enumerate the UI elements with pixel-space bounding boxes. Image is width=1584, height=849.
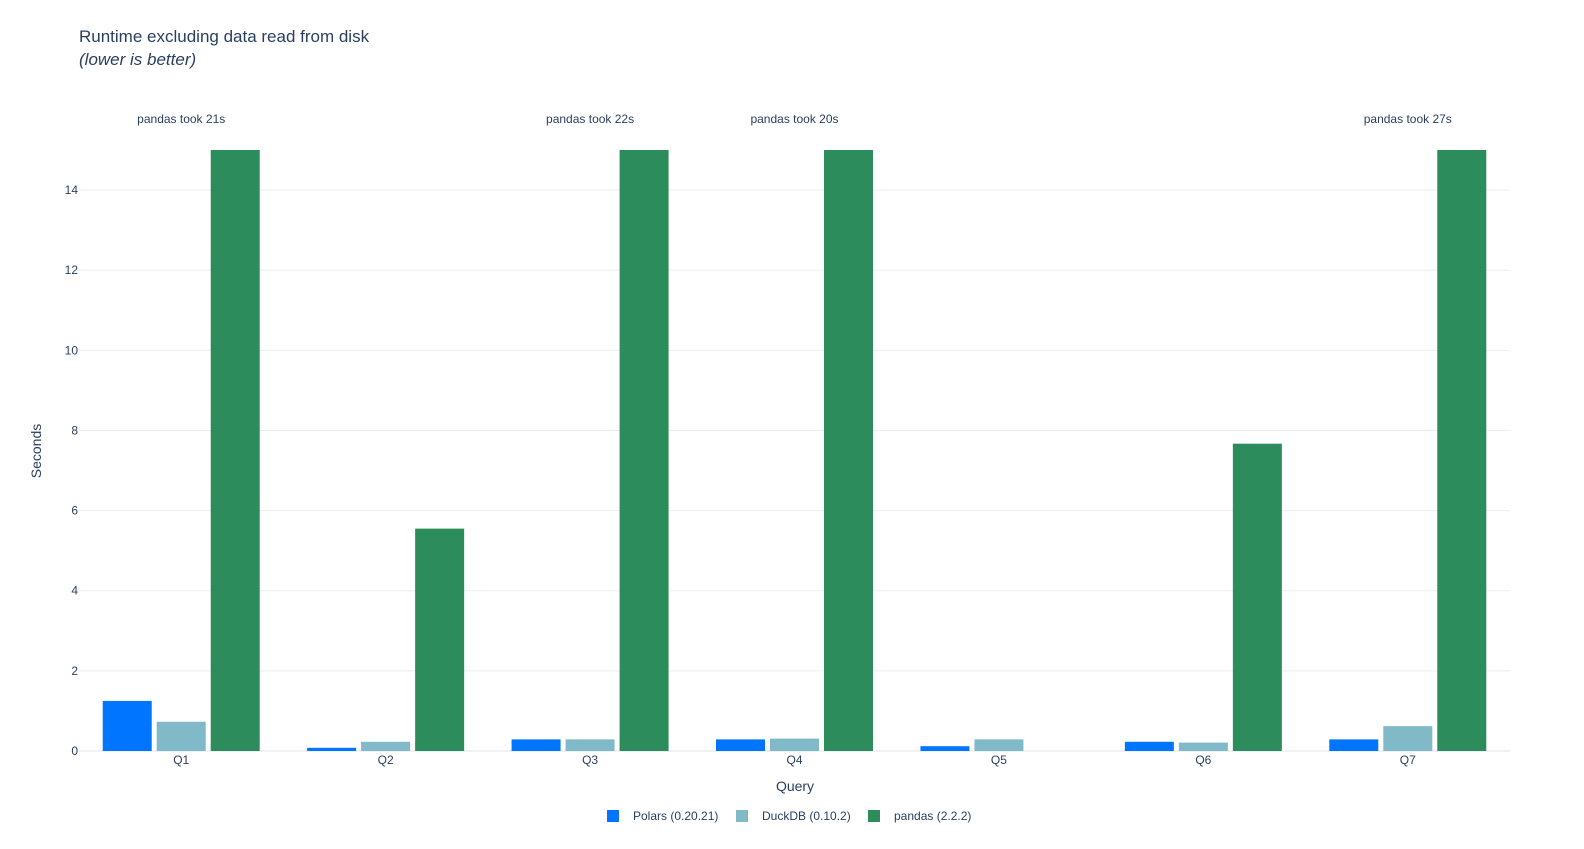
bar (770, 738, 819, 751)
bar (565, 739, 615, 751)
bar-annotation: pandas took 21s (137, 112, 225, 126)
y-tick-label: 12 (65, 263, 79, 277)
legend-item[interactable]: DuckDB (0.10.2) (736, 809, 851, 823)
legend-item[interactable]: Polars (0.20.21) (607, 809, 718, 823)
y-tick-label: 0 (71, 744, 78, 758)
legend-label: Polars (0.20.21) (633, 809, 718, 823)
y-tick-label: 2 (71, 664, 78, 678)
x-tick-label: Q3 (582, 753, 598, 767)
x-axis-title: Query (776, 778, 814, 794)
bar (511, 739, 561, 751)
bar (1232, 443, 1282, 751)
x-tick-label: Q5 (991, 753, 1007, 767)
x-tick-label: Q7 (1400, 753, 1416, 767)
legend-swatch (736, 810, 748, 822)
bar (102, 700, 152, 751)
bar (824, 150, 873, 751)
bar-annotation: pandas took 20s (750, 112, 838, 126)
bar (716, 739, 765, 751)
legend-item[interactable]: pandas (2.2.2) (868, 809, 971, 823)
axis-ticks: 0 2 4 6 8 10 12 14 Q1 Q2 Q3 Q4 Q5 Q6 Q7 (65, 183, 1416, 767)
bar (1124, 741, 1174, 751)
bar (307, 747, 357, 751)
bar (156, 721, 206, 751)
chart-subtitle: (lower is better) (79, 50, 196, 69)
annotations: pandas took 21s pandas took 22s pandas too… (137, 112, 1452, 126)
bar (619, 150, 669, 751)
x-tick-label: Q1 (173, 753, 189, 767)
bar-annotation: pandas took 22s (546, 112, 634, 126)
bar-annotation: pandas took 27s (1364, 112, 1452, 126)
y-axis-title: Seconds (28, 424, 44, 478)
legend-swatch (868, 810, 880, 822)
x-tick-label: Q4 (786, 753, 802, 767)
bar (974, 739, 1024, 751)
bar (1437, 150, 1487, 751)
bar (415, 528, 465, 751)
bar (361, 741, 411, 751)
bar (1178, 742, 1228, 751)
chart-title: Runtime excluding data read from disk (79, 27, 370, 46)
y-tick-label: 14 (65, 183, 79, 197)
bar (1383, 726, 1433, 751)
y-tick-label: 6 (71, 504, 78, 518)
legend-label: DuckDB (0.10.2) (762, 809, 851, 823)
x-tick-label: Q6 (1195, 753, 1211, 767)
y-tick-label: 10 (65, 343, 79, 357)
legend-label: pandas (2.2.2) (894, 809, 971, 823)
legend-swatch (607, 810, 619, 822)
bars (102, 150, 1487, 751)
bar (1329, 739, 1379, 751)
y-tick-label: 8 (71, 423, 78, 437)
gridlines (79, 189, 1510, 752)
bar (210, 150, 260, 751)
bar (920, 746, 970, 751)
x-tick-label: Q2 (378, 753, 394, 767)
y-tick-label: 4 (71, 584, 78, 598)
legend[interactable]: Polars (0.20.21) DuckDB (0.10.2) pandas (2… (607, 809, 971, 823)
